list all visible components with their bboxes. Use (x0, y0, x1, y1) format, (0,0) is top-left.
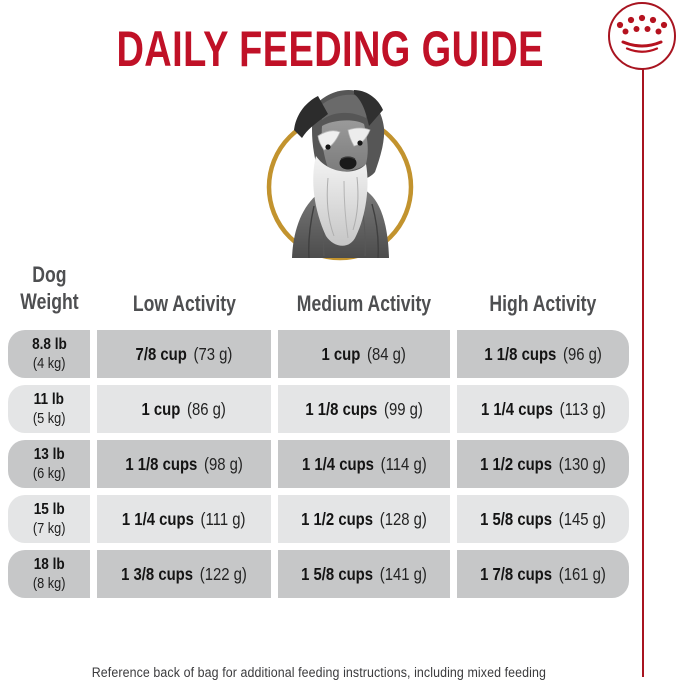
weight-kg: (4 kg) (32, 354, 66, 372)
grams-amount: (111 g) (200, 508, 246, 529)
high-activity-cell: 1 1/2 cups (130 g) (457, 440, 629, 488)
cups-amount: 1 1/8 cups (484, 343, 557, 364)
table-row: 8.8 lb (4 kg) 7/8 cup (73 g) 1 cup (84 g… (8, 330, 629, 378)
high-activity-cell: 1 1/4 cups (113 g) (457, 385, 629, 433)
cups-amount: 1 1/4 cups (480, 398, 553, 419)
page-title-text: DAILY FEEDING GUIDE (116, 21, 544, 77)
weight-lb: 13 lb (33, 445, 65, 463)
grams-amount: (96 g) (562, 343, 602, 364)
brand-vertical-rule (642, 68, 644, 677)
column-header-high-activity: High Activity (489, 290, 597, 316)
weight-lb: 15 lb (33, 500, 65, 518)
weight-cell: 15 lb (7 kg) (8, 495, 90, 543)
grams-amount: (145 g) (558, 508, 606, 529)
low-activity-cell: 7/8 cup (73 g) (97, 330, 271, 378)
cups-amount: 1 1/8 cups (305, 398, 378, 419)
medium-activity-cell: 1 5/8 cups (141 g) (278, 550, 450, 598)
medium-activity-cell: 1 cup (84 g) (278, 330, 450, 378)
high-activity-cell: 1 5/8 cups (145 g) (457, 495, 629, 543)
table-row: 15 lb (7 kg) 1 1/4 cups (111 g) 1 1/2 cu… (8, 495, 629, 543)
cups-amount: 7/8 cup (135, 343, 187, 364)
low-activity-cell: 1 cup (86 g) (97, 385, 271, 433)
column-header-low-activity: Low Activity (132, 290, 236, 316)
weight-kg: (8 kg) (32, 574, 66, 592)
low-activity-cell: 1 1/4 cups (111 g) (97, 495, 271, 543)
grams-amount: (128 g) (379, 508, 427, 529)
grams-amount: (84 g) (367, 343, 407, 364)
crown-dots (616, 14, 668, 35)
weight-cell: 11 lb (5 kg) (8, 385, 90, 433)
grams-amount: (141 g) (379, 563, 427, 584)
grams-amount: (113 g) (559, 398, 606, 419)
weight-cell: 13 lb (6 kg) (8, 440, 90, 488)
column-header-medium-activity: Medium Activity (296, 290, 432, 316)
low-activity-cell: 1 1/8 cups (98 g) (97, 440, 271, 488)
cups-amount: 1 5/8 cups (480, 508, 553, 529)
medium-activity-cell: 1 1/4 cups (114 g) (278, 440, 450, 488)
cups-amount: 1 cup (141, 398, 181, 419)
grams-amount: (73 g) (193, 343, 233, 364)
medium-activity-cell: 1 1/8 cups (99 g) (278, 385, 450, 433)
weight-kg: (5 kg) (32, 409, 66, 427)
weight-cell: 18 lb (8 kg) (8, 550, 90, 598)
weight-lb: 18 lb (33, 555, 65, 573)
feeding-table: 8.8 lb (4 kg) 7/8 cup (73 g) 1 cup (84 g… (8, 330, 629, 605)
cups-amount: 1 cup (321, 343, 361, 364)
crown-band-arc-lower (625, 47, 659, 53)
cups-amount: 1 1/2 cups (480, 453, 553, 474)
weight-lb: 8.8 lb (31, 335, 67, 353)
grams-amount: (130 g) (558, 453, 606, 474)
weight-cell: 8.8 lb (4 kg) (8, 330, 90, 378)
weight-kg: (7 kg) (32, 519, 66, 537)
header-weight: Weight (19, 288, 79, 314)
table-row: 13 lb (6 kg) 1 1/8 cups (98 g) 1 1/4 cup… (8, 440, 629, 488)
high-activity-cell: 1 7/8 cups (161 g) (457, 550, 629, 598)
page-title: DAILY FEEDING GUIDE (0, 24, 660, 74)
weight-lb: 11 lb (33, 390, 65, 408)
weight-kg: (6 kg) (32, 464, 66, 482)
cups-amount: 1 5/8 cups (301, 563, 374, 584)
royal-canin-crown-logo-icon (608, 2, 676, 70)
footer-note: Reference back of bag for additional fee… (91, 665, 546, 680)
crown-band-arc (621, 40, 663, 48)
cups-amount: 1 3/8 cups (121, 563, 194, 584)
cups-amount: 1 1/4 cups (301, 453, 374, 474)
column-header-dog-weight: Dog Weight (8, 262, 90, 317)
cups-amount: 1 7/8 cups (480, 563, 553, 584)
grams-amount: (114 g) (380, 453, 427, 474)
grams-amount: (161 g) (558, 563, 606, 584)
grams-amount: (122 g) (199, 563, 247, 584)
table-header-row: Dog Weight Low Activity Medium Activity … (8, 262, 629, 317)
cups-amount: 1 1/4 cups (122, 508, 195, 529)
grams-amount: (86 g) (187, 398, 227, 419)
low-activity-cell: 1 3/8 cups (122 g) (97, 550, 271, 598)
header-dog: Dog (31, 262, 67, 287)
dog-drawing (292, 89, 389, 258)
cups-amount: 1 1/8 cups (125, 453, 198, 474)
cups-amount: 1 1/2 cups (301, 508, 374, 529)
schnauzer-dog-illustration (266, 89, 414, 261)
table-row: 18 lb (8 kg) 1 3/8 cups (122 g) 1 5/8 cu… (8, 550, 629, 598)
table-row: 11 lb (5 kg) 1 cup (86 g) 1 1/8 cups (99… (8, 385, 629, 433)
grams-amount: (98 g) (203, 453, 243, 474)
medium-activity-cell: 1 1/2 cups (128 g) (278, 495, 450, 543)
grams-amount: (99 g) (383, 398, 423, 419)
high-activity-cell: 1 1/8 cups (96 g) (457, 330, 629, 378)
